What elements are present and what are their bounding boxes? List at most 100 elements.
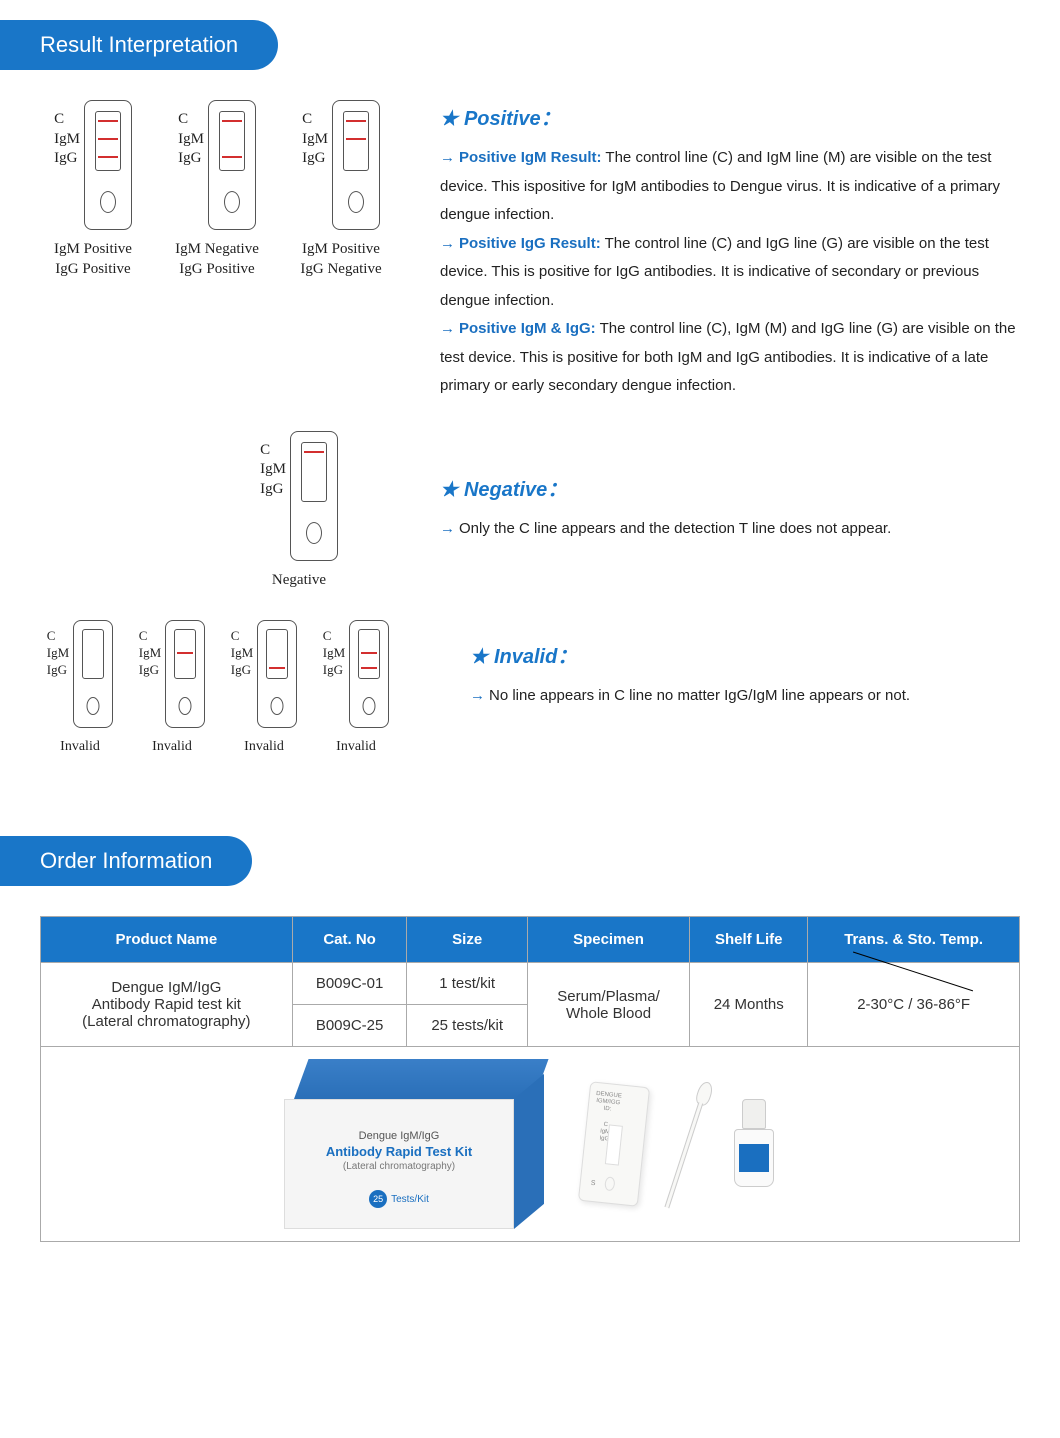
product-image-cell: Dengue IgM/IgG Antibody Rapid Test Kit (… [41, 1047, 1020, 1242]
sample-well [179, 697, 192, 715]
result-interpretation-header: Result Interpretation [0, 20, 278, 70]
invalid-text: →No line appears in C line no matter IgG… [470, 682, 1020, 711]
kit-line2: Antibody Rapid Test Kit [303, 1144, 495, 1159]
kit-box-image: Dengue IgM/IgG Antibody Rapid Test Kit (… [284, 1059, 544, 1229]
negative-title: ★Negative： [440, 471, 1020, 509]
line-labels: CIgMIgG [231, 628, 253, 679]
line-labels: CIgMIgG [323, 628, 345, 679]
test-device-diagram: CIgMIgG Negative [246, 431, 352, 591]
order-section: Product NameCat. NoSizeSpecimenShelf Lif… [0, 916, 1060, 1282]
line-labels: CIgMIgG [178, 110, 204, 169]
order-header-row: Product NameCat. NoSizeSpecimenShelf Lif… [41, 917, 1020, 963]
negative-row: CIgMIgG Negative ★Negative： →Only the C l… [40, 431, 1020, 591]
line-labels: CIgMIgG [47, 628, 69, 679]
diagram-caption: Invalid [152, 738, 192, 756]
test-device-diagram: CIgMIgG IgM NegativeIgG Positive [164, 100, 270, 279]
result-line-igg [361, 667, 377, 669]
diagram-caption: IgM PositiveIgG Negative [300, 240, 381, 279]
bottle-image [732, 1099, 776, 1189]
positive-row: CIgMIgG IgM PositiveIgG Positive CIgMIgG Ig… [40, 100, 1020, 401]
diagram-caption: Invalid [60, 738, 100, 756]
positive-diagrams: CIgMIgG IgM PositiveIgG Positive CIgMIgG Ig… [40, 100, 410, 279]
test-device-diagram: CIgMIgG Invalid [224, 620, 304, 756]
specimen-cell: Serum/Plasma/Whole Blood [527, 963, 689, 1047]
sample-well [306, 522, 322, 544]
kit-line3: (Lateral chromatography) [303, 1161, 495, 1172]
product-box: Dengue IgM/IgG Antibody Rapid Test Kit (… [49, 1059, 1011, 1229]
positive-item: →Positive IgG Result: The control line (… [440, 230, 1020, 316]
result-line-c [98, 120, 118, 122]
order-col-header: Size [407, 917, 527, 963]
invalid-title: ★Invalid： [470, 638, 1020, 676]
kit-line1: Dengue IgM/IgG [303, 1130, 495, 1142]
result-line-igg [222, 156, 242, 158]
device-cassette [257, 620, 297, 728]
diagram-caption: Invalid [244, 738, 284, 756]
line-labels: CIgMIgG [139, 628, 161, 679]
order-information-header: Order Information [0, 836, 252, 886]
diagram-caption: Negative [272, 571, 326, 591]
temp-cell: 2-30°C / 36-86°F [808, 963, 1020, 1047]
test-device-diagram: CIgMIgG IgM PositiveIgG Negative [288, 100, 394, 279]
device-cassette [332, 100, 380, 230]
cassette-image: DENGUE IGM/IGG ID: CIgMIgG S [578, 1081, 650, 1207]
result-line-c [222, 120, 242, 122]
order-col-header: Trans. & Sto. Temp. [808, 917, 1020, 963]
negative-text: →Only the C line appears and the detecti… [440, 515, 1020, 544]
pipette-image [664, 1081, 712, 1207]
test-device-diagram: CIgMIgG IgM PositiveIgG Positive [40, 100, 146, 279]
cat-cell: B009C-25 [292, 1005, 407, 1047]
order-row-1: Dengue IgM/IgGAntibody Rapid test kit(La… [41, 963, 1020, 1005]
device-cassette [349, 620, 389, 728]
result-section: CIgMIgG IgM PositiveIgG Positive CIgMIgG Ig… [0, 100, 1060, 816]
sample-well [348, 191, 364, 213]
test-device-diagram: CIgMIgG Invalid [132, 620, 212, 756]
sample-well [271, 697, 284, 715]
product-name-cell: Dengue IgM/IgGAntibody Rapid test kit(La… [41, 963, 293, 1047]
line-labels: CIgMIgG [260, 441, 286, 500]
result-line-c [346, 120, 366, 122]
result-line-igm [346, 138, 366, 140]
invalid-diagrams: CIgMIgG Invalid CIgMIgG Invalid CIgMIgG Inval… [40, 620, 440, 756]
product-image-row: Dengue IgM/IgG Antibody Rapid Test Kit (… [41, 1047, 1020, 1242]
negative-explain: ★Negative： →Only the C line appears and … [410, 431, 1020, 544]
result-line-igg [98, 156, 118, 158]
positive-title: ★Positive： [440, 100, 1020, 138]
diagram-caption: IgM PositiveIgG Positive [54, 240, 132, 279]
diagram-caption: Invalid [336, 738, 376, 756]
size-cell: 1 test/kit [407, 963, 527, 1005]
sample-well [363, 697, 376, 715]
negative-diagrams: CIgMIgG Negative [40, 431, 410, 591]
diagram-caption: IgM NegativeIgG Positive [175, 240, 259, 279]
order-col-header: Product Name [41, 917, 293, 963]
positive-item: →Positive IgM & IgG: The control line (C… [440, 315, 1020, 401]
line-labels: CIgMIgG [302, 110, 328, 169]
kit-badge: 25Tests/Kit [369, 1190, 429, 1208]
result-line-c [304, 451, 324, 453]
sample-well [100, 191, 116, 213]
line-labels: CIgMIgG [54, 110, 80, 169]
test-device-diagram: CIgMIgG Invalid [316, 620, 396, 756]
device-cassette [73, 620, 113, 728]
size-cell: 25 tests/kit [407, 1005, 527, 1047]
invalid-explain: ★Invalid： →No line appears in C line no … [440, 620, 1020, 711]
invalid-row: CIgMIgG Invalid CIgMIgG Invalid CIgMIgG Inval… [40, 620, 1020, 756]
shelf-cell: 24 Months [690, 963, 808, 1047]
positive-item: →Positive IgM Result: The control line (… [440, 144, 1020, 230]
cat-cell: B009C-01 [292, 963, 407, 1005]
device-cassette [208, 100, 256, 230]
test-device-diagram: CIgMIgG Invalid [40, 620, 120, 756]
order-col-header: Shelf Life [690, 917, 808, 963]
order-col-header: Cat. No [292, 917, 407, 963]
device-cassette [165, 620, 205, 728]
device-cassette [84, 100, 132, 230]
sample-well [87, 697, 100, 715]
order-table: Product NameCat. NoSizeSpecimenShelf Lif… [40, 916, 1020, 1242]
positive-explain: ★Positive： →Positive IgM Result: The con… [410, 100, 1020, 401]
result-line-igm [98, 138, 118, 140]
device-cassette [290, 431, 338, 561]
result-line-igg [269, 667, 285, 669]
result-line-igm [177, 652, 193, 654]
result-line-igm [361, 652, 377, 654]
order-col-header: Specimen [527, 917, 689, 963]
